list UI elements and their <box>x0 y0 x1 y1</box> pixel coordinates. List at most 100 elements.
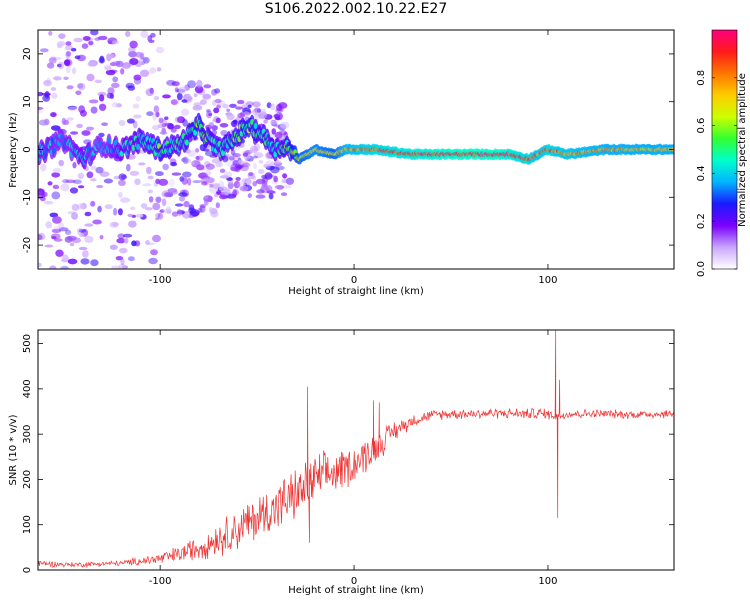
spectrogram-noise-blob <box>73 37 83 43</box>
spectrogram-blobs <box>38 30 674 269</box>
colorbar-tick-label: 0.4 <box>696 165 707 181</box>
spectrogram-noise-blob <box>67 258 78 265</box>
spectrogram-noise-blob <box>218 186 228 192</box>
spectrogram-noise-blob <box>72 162 77 169</box>
spectrogram-noise-blob <box>251 175 256 181</box>
spectrogram-noise-blob <box>155 111 160 118</box>
spectrogram-noise-blob <box>176 208 183 217</box>
spectrogram-noise-blob <box>135 96 141 102</box>
spectrogram-noise-blob <box>181 177 188 185</box>
spectrogram-noise-blob <box>216 190 221 195</box>
spectrogram-noise-blob <box>148 196 154 203</box>
spectrogram-noise-blob <box>242 162 251 168</box>
spectrogram-noise-blob <box>112 40 120 45</box>
spectrogram-noise-blob <box>90 30 99 36</box>
spectrogram-noise-blob <box>164 116 169 120</box>
spectrogram-noise-blob <box>57 63 62 68</box>
x-tick-label: -100 <box>149 576 172 587</box>
spectrogram-noise-blob <box>69 242 75 247</box>
spectrogram-noise-blob <box>248 172 254 177</box>
snr-frame <box>37 329 675 571</box>
spectrogram-noise-blob <box>98 57 106 64</box>
spectrogram-noise-blob <box>252 181 257 187</box>
spectrogram-noise-blob <box>51 228 62 233</box>
spectrogram-noise-blob <box>81 130 91 136</box>
spectrogram-noise-blob <box>242 152 249 157</box>
spectrogram-noise-blob <box>215 161 223 168</box>
spectrogram-noise-blob <box>157 123 166 129</box>
spectrogram-noise-blob <box>183 158 192 164</box>
spectrogram-noise-blob <box>264 172 273 180</box>
spectrogram-ridge-core <box>193 129 198 136</box>
spectrogram-noise-blob <box>229 103 237 108</box>
spectrogram-noise-blob <box>109 69 118 74</box>
spectrogram-noise-blob <box>241 161 249 166</box>
colorbar-ticks: 0.0 0.2 0.4 0.6 0.8 <box>696 70 737 277</box>
spectrogram-noise-blob <box>209 183 214 188</box>
spectrogram-noise-blob <box>233 180 241 189</box>
spectrogram-noise-blob <box>167 123 175 130</box>
spectrogram-noise-blob <box>268 193 274 200</box>
spectrogram-noise-blob <box>206 110 212 119</box>
spectrogram-noise-blob <box>66 117 74 121</box>
spectrogram-noise-blob <box>195 148 200 153</box>
spectrogram-noise-blob <box>150 32 156 38</box>
spectrogram-noise-blob <box>181 108 190 116</box>
spectrogram-noise-blob <box>162 94 171 99</box>
spectrogram-noise-blob <box>99 235 104 240</box>
spectrogram-noise-blob <box>145 88 155 97</box>
spectrogram-noise-blob <box>90 259 99 267</box>
spectrogram-noise-blob <box>44 244 54 248</box>
spectrogram-noise-blob <box>52 184 60 190</box>
spectrogram-noise-blob <box>97 91 107 97</box>
colorbar-label: Normalized spectral amplitude <box>737 73 748 227</box>
spectrogram-noise-blob <box>38 110 44 114</box>
spectrogram-noise-blob <box>133 114 142 119</box>
spectrogram-noise-blob <box>204 161 211 168</box>
spectrogram-noise-blob <box>285 177 294 185</box>
spectrogram-noise-blob <box>65 65 71 74</box>
spectrogram-noise-blob <box>206 109 211 113</box>
spectrogram-noise-blob <box>70 131 79 135</box>
spectrogram-noise-blob <box>174 203 184 207</box>
spectrogram-noise-blob <box>38 106 44 110</box>
spectrogram-noise-blob <box>232 153 241 158</box>
spectrogram-noise-blob <box>153 96 160 101</box>
spectrogram-noise-blob <box>174 87 179 93</box>
spectrogram-noise-blob <box>155 213 161 218</box>
spectrogram-noise-blob <box>86 171 94 179</box>
spectrogram-noise-blob <box>280 192 288 197</box>
spectrogram-noise-blob <box>118 191 123 199</box>
spectrogram-ridge-core <box>273 151 278 158</box>
spectrogram-noise-blob <box>213 107 220 114</box>
spectrogram-noise-blob <box>94 79 103 84</box>
spectrogram-noise-blob <box>97 35 108 41</box>
spectrogram-noise-blob <box>253 155 258 159</box>
spectrogram-noise-blob <box>109 62 117 67</box>
spectrogram-noise-blob <box>228 156 235 161</box>
spectrogram-noise-blob <box>269 103 276 111</box>
spectrogram-noise-blob <box>126 163 131 172</box>
y-tick-label: 100 <box>22 515 33 534</box>
spectrogram-ridge-core <box>253 123 258 130</box>
spectrogram-noise-blob <box>132 120 138 129</box>
spectrogram-noise-blob <box>274 184 285 190</box>
spectrogram-noise-blob <box>166 206 172 213</box>
spectrogram-noise-blob <box>38 91 44 97</box>
spectrogram-noise-blob <box>215 202 220 209</box>
spectrogram-noise-blob <box>252 101 261 108</box>
spectrogram-noise-blob <box>135 213 144 218</box>
spectrogram-noise-blob <box>211 99 217 106</box>
spectrogram-y-axis-label: Frequency (Hz) <box>8 112 19 188</box>
colorbar-frame <box>711 29 738 270</box>
spectrogram-noise-blob <box>118 119 126 127</box>
spectrogram-noise-blob <box>146 242 155 246</box>
spectrogram-noise-blob <box>60 183 70 192</box>
spectrogram-noise-blob <box>84 223 94 227</box>
spectrogram-noise-blob <box>76 123 83 129</box>
spectrogram-noise-blob <box>193 102 203 106</box>
spectrogram-noise-blob <box>208 185 219 194</box>
spectrogram-noise-blob <box>98 94 105 102</box>
